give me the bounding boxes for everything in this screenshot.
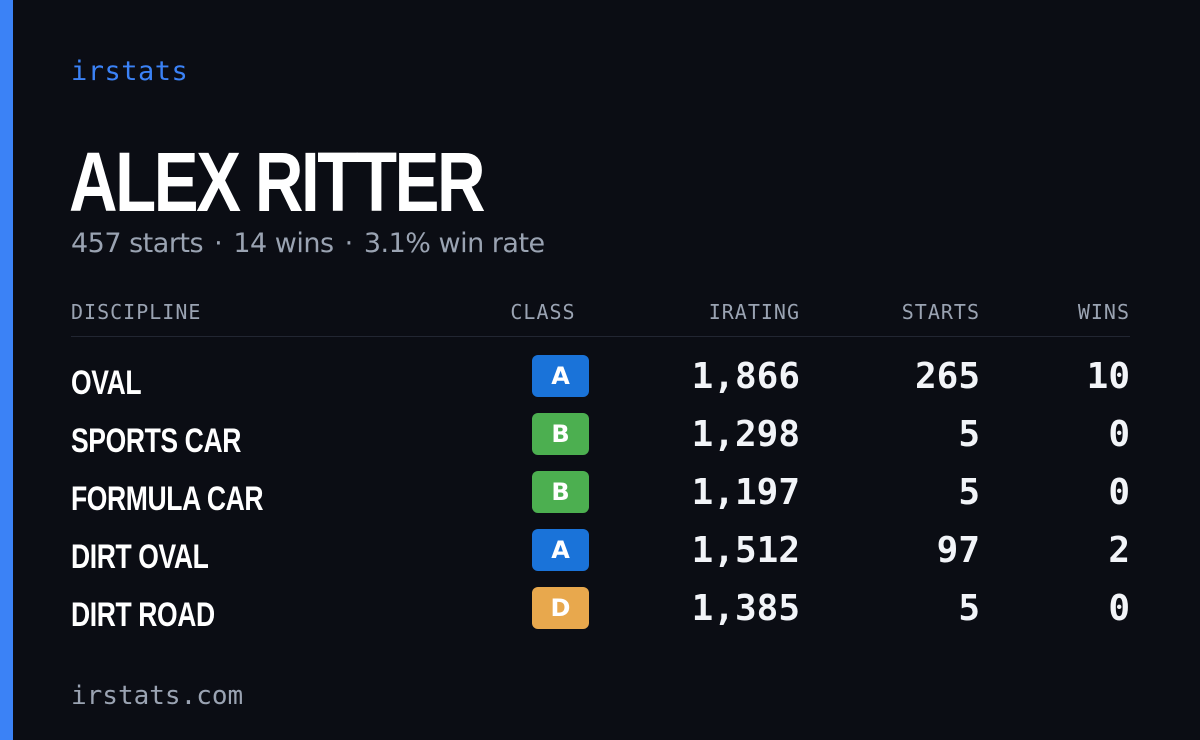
- class-badge: B: [532, 413, 589, 455]
- table-row: DIRT OVAL A 1,512 97 2: [71, 526, 1130, 584]
- starts-summary: 457 starts: [71, 228, 204, 259]
- separator: ·: [214, 228, 223, 259]
- irating-value: 1,197: [691, 472, 800, 513]
- irating-value: 1,298: [691, 414, 800, 455]
- starts-value: 265: [914, 356, 980, 397]
- table-header: DISCIPLINE CLASS IRATING STARTS WINS: [71, 296, 1130, 337]
- wins-value: 0: [1108, 414, 1130, 455]
- wins-summary: 14 wins: [233, 228, 334, 259]
- header-irating: IRATING: [708, 300, 800, 324]
- header-discipline: DISCIPLINE: [71, 300, 202, 324]
- class-badge: B: [532, 471, 589, 513]
- discipline-name: DIRT OVAL: [71, 538, 209, 576]
- starts-value: 97: [936, 530, 980, 571]
- irating-value: 1,512: [691, 530, 800, 571]
- discipline-name: DIRT ROAD: [71, 596, 215, 634]
- table-row: DIRT ROAD D 1,385 5 0: [71, 584, 1130, 642]
- starts-value: 5: [958, 588, 980, 629]
- win-rate-summary: 3.1% win rate: [363, 228, 545, 259]
- class-badge: A: [532, 355, 589, 397]
- class-badge: D: [532, 587, 589, 629]
- table-row: OVAL A 1,866 265 10: [71, 352, 1130, 410]
- accent-bar: [0, 0, 13, 740]
- footer-url: irstats.com: [71, 681, 244, 711]
- irating-value: 1,866: [691, 356, 800, 397]
- discipline-name: FORMULA CAR: [71, 480, 264, 518]
- brand-logo-text: irstats: [71, 56, 189, 87]
- header-wins: WINS: [1077, 300, 1130, 324]
- starts-value: 5: [958, 414, 980, 455]
- header-starts: STARTS: [901, 300, 980, 324]
- driver-name: ALEX RITTER: [69, 135, 486, 229]
- discipline-name: OVAL: [71, 364, 142, 402]
- irating-value: 1,385: [691, 588, 800, 629]
- table-body: OVAL A 1,866 265 10 SPORTS CAR B 1,298 5…: [71, 352, 1130, 642]
- wins-value: 2: [1108, 530, 1130, 571]
- table-row: SPORTS CAR B 1,298 5 0: [71, 410, 1130, 468]
- wins-value: 0: [1108, 472, 1130, 513]
- table-row: FORMULA CAR B 1,197 5 0: [71, 468, 1130, 526]
- starts-value: 5: [958, 472, 980, 513]
- wins-value: 0: [1108, 588, 1130, 629]
- discipline-table: DISCIPLINE CLASS IRATING STARTS WINS OVA…: [71, 296, 1130, 634]
- header-class: CLASS: [510, 300, 576, 324]
- driver-summary: 457 starts · 14 wins · 3.1% win rate: [71, 228, 545, 259]
- class-badge: A: [532, 529, 589, 571]
- wins-value: 10: [1086, 356, 1130, 397]
- discipline-name: SPORTS CAR: [71, 422, 241, 460]
- separator: ·: [344, 228, 354, 259]
